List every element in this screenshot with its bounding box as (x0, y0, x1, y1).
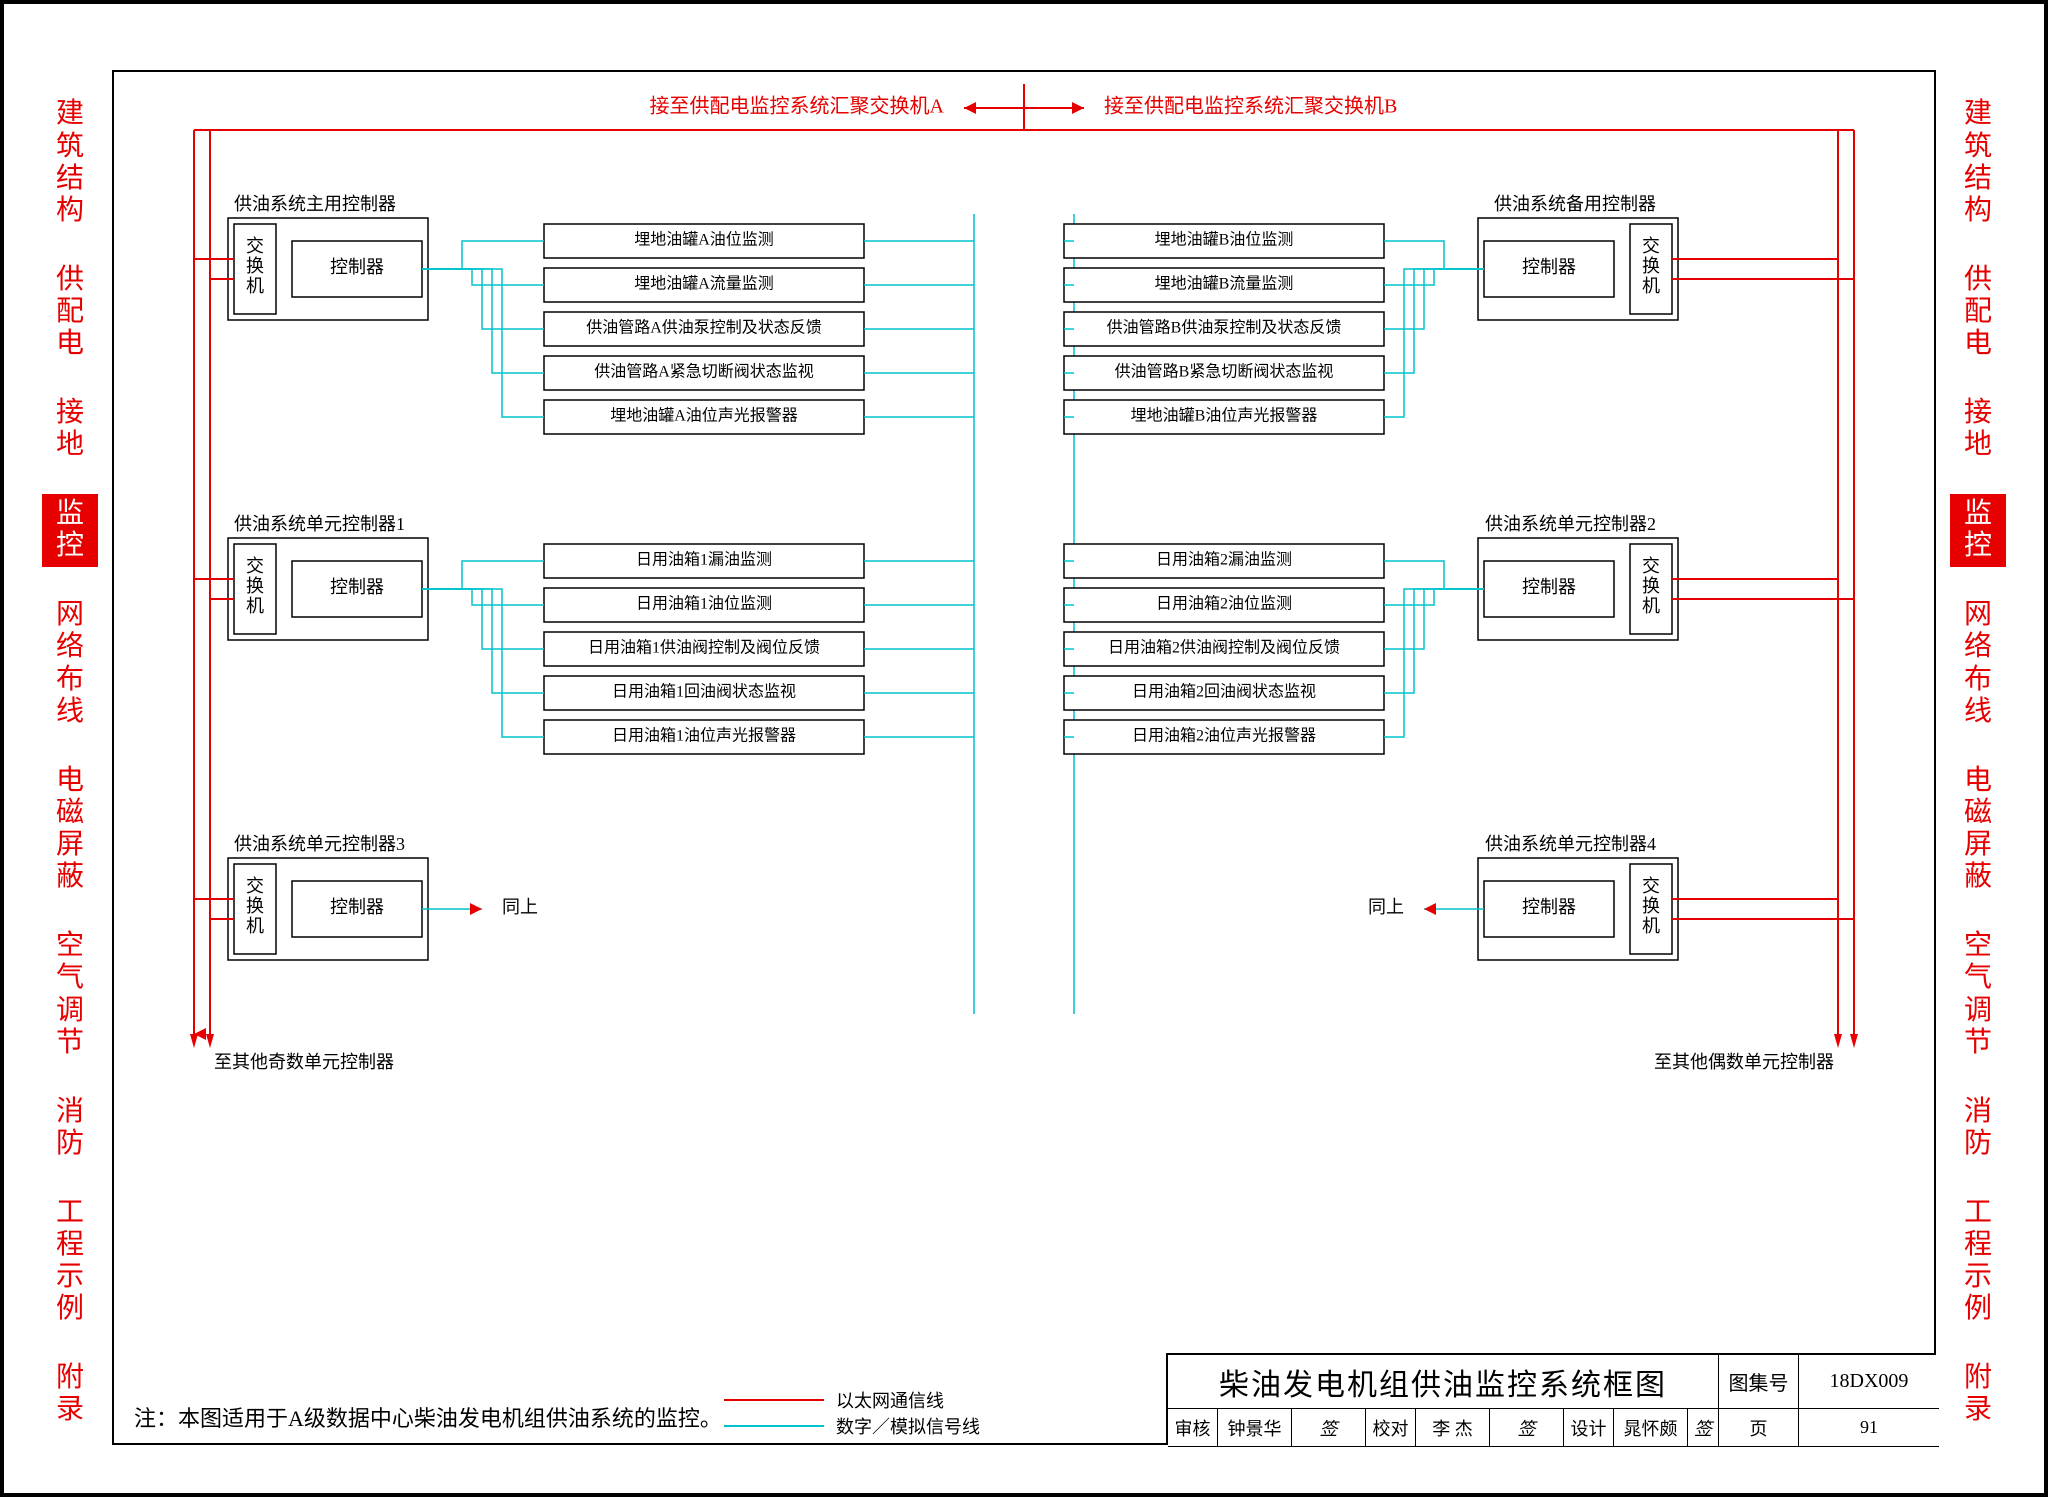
svg-text:供油管路B紧急切断阀状态监视: 供油管路B紧急切断阀状态监视 (1115, 363, 1334, 381)
tab-3[interactable]: 监控 (1950, 494, 2006, 566)
svg-text:交: 交 (1642, 236, 1660, 256)
svg-text:机: 机 (246, 916, 264, 936)
svg-text:换: 换 (1642, 256, 1660, 276)
tab-8[interactable]: 工程示例 (1950, 1193, 2006, 1330)
svg-text:日用油箱1供油阀控制及阀位反馈: 日用油箱1供油阀控制及阀位反馈 (588, 639, 820, 657)
system-diagram: 接至供配电监控系统汇聚交换机A 接至供配电监控系统汇聚交换机B 供油系统主用控制器交… (124, 74, 1924, 1114)
svg-text:交: 交 (246, 876, 264, 896)
svg-text:埋地油罐A油位声光报警器: 埋地油罐A油位声光报警器 (610, 407, 798, 425)
svg-text:供油管路A供油泵控制及状态反馈: 供油管路A供油泵控制及状态反馈 (586, 319, 822, 337)
drawing-page: 建筑结构供配电接地监控网络布线电磁屏蔽空气调节消防工程示例附录 建筑结构供配电接… (0, 0, 2048, 1497)
svg-text:接至供配电监控系统汇聚交换机A: 接至供配电监控系统汇聚交换机A (650, 95, 945, 118)
tab-3[interactable]: 监控 (42, 494, 98, 566)
tabs-right: 建筑结构供配电接地监控网络布线电磁屏蔽空气调节消防工程示例附录 (1950, 80, 2006, 1445)
tabs-left: 建筑结构供配电接地监控网络布线电磁屏蔽空气调节消防工程示例附录 (42, 80, 98, 1445)
svg-text:埋地油罐B油位声光报警器: 埋地油罐B油位声光报警器 (1131, 407, 1318, 425)
tab-2[interactable]: 接地 (42, 393, 98, 465)
tab-9[interactable]: 附录 (1950, 1358, 2006, 1430)
svg-text:同上: 同上 (1368, 897, 1404, 917)
svg-text:日用油箱1回油阀状态监视: 日用油箱1回油阀状态监视 (612, 683, 796, 701)
set-label: 图集号 (1719, 1355, 1799, 1409)
svg-text:同上: 同上 (502, 897, 538, 917)
tab-1[interactable]: 供配电 (42, 260, 98, 365)
svg-text:日用油箱2供油阀控制及阀位反馈: 日用油箱2供油阀控制及阀位反馈 (1108, 639, 1340, 657)
svg-text:交: 交 (246, 236, 264, 256)
svg-text:供油管路A紧急切断阀状态监视: 供油管路A紧急切断阀状态监视 (594, 363, 814, 381)
svg-text:供油系统单元控制器1: 供油系统单元控制器1 (234, 514, 405, 534)
legend: 以太网通信线 数字／模拟信号线 (724, 1387, 980, 1439)
svg-text:供油系统备用控制器: 供油系统备用控制器 (1494, 194, 1656, 214)
svg-text:供油管路B供油泵控制及状态反馈: 供油管路B供油泵控制及状态反馈 (1107, 319, 1342, 337)
titleblock: 柴油发电机组供油监控系统框图 图集号 18DX009 审核 钟景华 签 校对 李… (1166, 1353, 1936, 1445)
svg-text:控制器: 控制器 (330, 257, 384, 277)
svg-text:至其他偶数单元控制器: 至其他偶数单元控制器 (1654, 1052, 1834, 1072)
note: 注：本图适用于A级数据中心柴油发电机组供油系统的监控。 (134, 1401, 722, 1433)
svg-text:机: 机 (1642, 276, 1660, 296)
svg-text:换: 换 (246, 896, 264, 916)
svg-text:埋地油罐B油位监测: 埋地油罐B油位监测 (1155, 231, 1294, 249)
svg-text:供油系统单元控制器4: 供油系统单元控制器4 (1485, 834, 1656, 854)
svg-text:换: 换 (246, 256, 264, 276)
svg-text:控制器: 控制器 (1522, 897, 1576, 917)
tab-9[interactable]: 附录 (42, 1358, 98, 1430)
tab-4[interactable]: 网络布线 (1950, 595, 2006, 732)
svg-text:换: 换 (1642, 576, 1660, 596)
svg-text:机: 机 (1642, 596, 1660, 616)
legend-analog: 数字／模拟信号线 (836, 1413, 980, 1439)
svg-text:供油系统单元控制器3: 供油系统单元控制器3 (234, 834, 405, 854)
tab-6[interactable]: 空气调节 (42, 926, 98, 1063)
svg-text:日用油箱1油位监测: 日用油箱1油位监测 (636, 595, 772, 613)
tab-5[interactable]: 电磁屏蔽 (42, 761, 98, 898)
svg-text:换: 换 (246, 576, 264, 596)
set-no: 18DX009 (1799, 1355, 1939, 1409)
tab-5[interactable]: 电磁屏蔽 (1950, 761, 2006, 898)
svg-text:埋地油罐B流量监测: 埋地油罐B流量监测 (1155, 275, 1294, 293)
tab-7[interactable]: 消防 (1950, 1092, 2006, 1164)
svg-text:控制器: 控制器 (330, 897, 384, 917)
legend-ethernet: 以太网通信线 (836, 1387, 944, 1413)
svg-text:控制器: 控制器 (1522, 577, 1576, 597)
svg-text:接至供配电监控系统汇聚交换机B: 接至供配电监控系统汇聚交换机B (1104, 95, 1397, 118)
svg-text:日用油箱2油位监测: 日用油箱2油位监测 (1156, 595, 1292, 613)
svg-text:换: 换 (1642, 896, 1660, 916)
drawing-title: 柴油发电机组供油监控系统框图 (1168, 1355, 1719, 1409)
tab-0[interactable]: 建筑结构 (42, 94, 98, 231)
tab-6[interactable]: 空气调节 (1950, 926, 2006, 1063)
svg-text:机: 机 (1642, 916, 1660, 936)
svg-text:控制器: 控制器 (1522, 257, 1576, 277)
tab-8[interactable]: 工程示例 (42, 1193, 98, 1330)
svg-text:机: 机 (246, 276, 264, 296)
svg-text:日用油箱2漏油监测: 日用油箱2漏油监测 (1156, 551, 1292, 569)
svg-text:日用油箱2油位声光报警器: 日用油箱2油位声光报警器 (1132, 727, 1316, 745)
svg-text:交: 交 (246, 556, 264, 576)
svg-text:交: 交 (1642, 556, 1660, 576)
svg-text:交: 交 (1642, 876, 1660, 896)
tab-0[interactable]: 建筑结构 (1950, 94, 2006, 231)
svg-text:供油系统主用控制器: 供油系统主用控制器 (234, 194, 396, 214)
svg-text:埋地油罐A油位监测: 埋地油罐A油位监测 (634, 231, 774, 249)
svg-text:供油系统单元控制器2: 供油系统单元控制器2 (1485, 514, 1656, 534)
svg-text:日用油箱2回油阀状态监视: 日用油箱2回油阀状态监视 (1132, 683, 1316, 701)
tab-4[interactable]: 网络布线 (42, 595, 98, 732)
svg-text:控制器: 控制器 (330, 577, 384, 597)
tab-1[interactable]: 供配电 (1950, 260, 2006, 365)
svg-text:机: 机 (246, 596, 264, 616)
svg-text:日用油箱1漏油监测: 日用油箱1漏油监测 (636, 551, 772, 569)
tab-7[interactable]: 消防 (42, 1092, 98, 1164)
svg-text:日用油箱1油位声光报警器: 日用油箱1油位声光报警器 (612, 727, 796, 745)
svg-text:埋地油罐A流量监测: 埋地油罐A流量监测 (634, 275, 774, 293)
tab-2[interactable]: 接地 (1950, 393, 2006, 465)
svg-text:至其他奇数单元控制器: 至其他奇数单元控制器 (214, 1052, 394, 1072)
